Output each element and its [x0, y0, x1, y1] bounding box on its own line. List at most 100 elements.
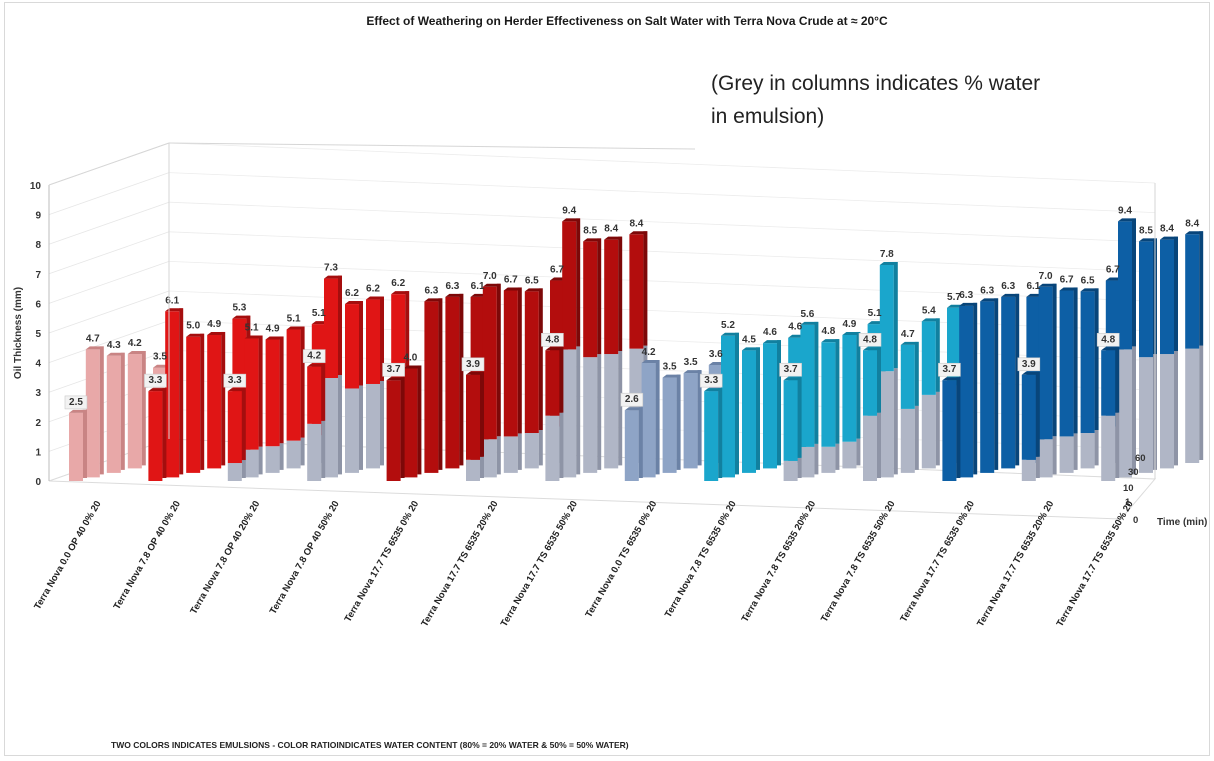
data-label: 4.9: [207, 319, 221, 330]
bar-water-segment: [821, 446, 836, 473]
y-tick-label: 10: [30, 181, 42, 192]
bar-11-0: [942, 377, 961, 481]
bar-oil-segment: [106, 355, 121, 473]
bar-top: [1101, 347, 1120, 351]
data-label: 4.0: [403, 352, 417, 363]
bar-11-1: [959, 302, 978, 478]
bar-water-segment: [900, 408, 915, 473]
bar-oil-segment: [307, 366, 322, 424]
bar-oil-side: [994, 298, 999, 470]
bar-10-1: [879, 261, 898, 478]
bar-13-0: [1101, 347, 1120, 481]
category-label: Terra Nova 17.7 TS 6535 0% 20: [898, 499, 977, 624]
data-label: 9.4: [562, 205, 576, 216]
chart-frame: Effect of Weathering on Herder Effective…: [4, 2, 1210, 756]
bar-oil-side: [538, 288, 543, 430]
bar-water-side: [338, 375, 342, 475]
bar-water-side: [1132, 346, 1136, 475]
bar-9-3: [842, 331, 861, 469]
bar-oil-segment: [227, 391, 242, 464]
bar-top: [783, 377, 802, 381]
bar-water-side: [597, 354, 602, 470]
data-label-box: [541, 332, 564, 347]
data-label: 3.7: [387, 364, 401, 375]
bar-7-1: [641, 360, 660, 478]
bar-oil-side: [1015, 293, 1020, 466]
bar-oil-side: [777, 340, 781, 466]
bar-oil-segment: [165, 311, 180, 478]
data-label-box: [64, 395, 88, 410]
data-label: 6.5: [1081, 275, 1095, 286]
bar-top: [721, 332, 739, 336]
y-tick-label: 7: [35, 270, 41, 281]
bar-top: [1001, 293, 1020, 297]
bar-oil-segment: [148, 391, 163, 481]
y-axis-label: Oil Thickness (mm): [13, 287, 24, 379]
bar-oil-segment: [721, 335, 735, 478]
bar-oil-side: [956, 377, 961, 478]
bar-water-side: [279, 443, 284, 470]
data-label: 6.2: [345, 288, 359, 299]
bar-water-side: [258, 446, 263, 475]
bar-water-segment: [921, 394, 936, 469]
bar-oil-segment: [324, 278, 338, 379]
bar-oil-segment: [1059, 290, 1074, 437]
gridline-back-7: [168, 231, 1156, 273]
bar-oil-segment: [424, 301, 439, 473]
bar-oil-segment: [900, 344, 915, 409]
bar-oil-segment: [1118, 221, 1132, 350]
bar-oil-side: [241, 388, 246, 461]
data-label: 3.3: [228, 375, 242, 386]
bar-water-side: [241, 460, 246, 478]
bar-oil-segment: [662, 377, 677, 473]
bar-oil-side: [1174, 236, 1178, 352]
bar-8-2: [742, 347, 760, 473]
bar-oil-side: [877, 347, 881, 413]
bar-water-side: [618, 351, 623, 466]
gridline-side-4: [48, 320, 170, 363]
bar-oil-side: [380, 296, 384, 381]
bar-3-2: [345, 301, 363, 473]
bar-oil-segment: [583, 241, 598, 358]
bar-0-3: [127, 351, 146, 469]
bar-oil-side: [1199, 231, 1204, 346]
y-tick-label: 4: [35, 359, 41, 370]
bar-oil-side: [1052, 283, 1057, 437]
bar-oil-segment: [403, 368, 418, 478]
bar-top: [900, 341, 919, 345]
bar-oil-side: [417, 365, 422, 475]
y-tick-label: 5: [35, 329, 41, 340]
bar-top: [244, 335, 263, 339]
bar-0-1: [85, 346, 104, 478]
data-label: 7.0: [1039, 271, 1053, 282]
bar-oil-side: [496, 283, 501, 437]
bar-top: [641, 360, 660, 364]
data-label: 3.3: [704, 375, 718, 386]
bar-oil-side: [893, 261, 898, 369]
bar-top: [863, 347, 881, 351]
bar-oil-segment: [783, 380, 798, 461]
annotation-line-1: (Grey in columns indicates % water: [711, 72, 1040, 95]
bar-oil-segment: [186, 336, 201, 473]
data-label: 4.7: [86, 333, 100, 344]
bar-top: [1038, 283, 1057, 287]
bar-top: [942, 377, 961, 381]
chart-3d-column: Effect of Weathering on Herder Effective…: [13, 14, 1207, 750]
bar-oil-segment: [345, 304, 359, 389]
bar-top: [604, 236, 623, 240]
bar-oil-side: [459, 293, 464, 466]
bar-oil-side: [914, 341, 919, 406]
bar-oil-side: [597, 238, 602, 355]
bar-oil-side: [200, 333, 205, 470]
data-label-box: [144, 373, 167, 388]
bar-water-segment: [1101, 415, 1116, 481]
bar-8-1: [721, 332, 739, 478]
bar-top: [1080, 288, 1099, 292]
bar-oil-segment: [545, 350, 560, 416]
gridline-side-5: [48, 290, 170, 334]
bar-oil-side: [517, 287, 522, 434]
bar-oil-side: [1073, 287, 1078, 434]
data-label: 6.3: [980, 285, 994, 296]
data-label: 3.3: [148, 375, 162, 386]
data-label: 8.4: [604, 224, 618, 235]
